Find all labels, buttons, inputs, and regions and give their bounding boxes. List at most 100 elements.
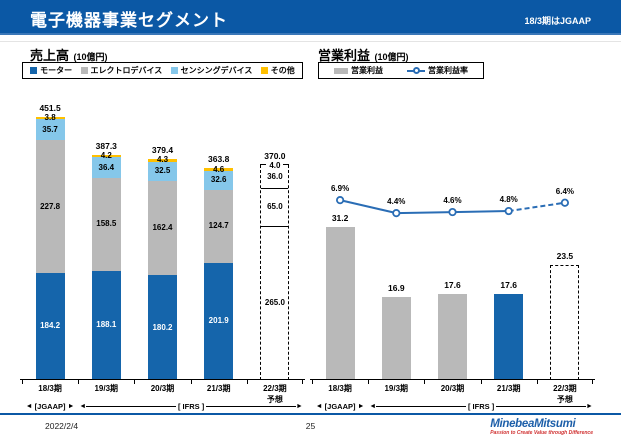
- line-marker: [392, 209, 401, 218]
- bar-segment-3: [204, 168, 234, 171]
- bar-value-label: 36.4: [98, 162, 115, 172]
- profit-bar: [438, 293, 467, 380]
- arrow-left-icon: ◄: [315, 403, 323, 410]
- margin-pct-label: 4.4%: [387, 197, 406, 207]
- gray-bar-swatch-icon: [334, 67, 348, 74]
- forecast-bar: 4.0 36.0 65.0 265.0: [260, 161, 290, 380]
- bar-segment-3: [91, 154, 121, 158]
- bar-segment-1: [35, 140, 65, 273]
- profit-chart: 31.2 16.9 17.6 17.6 23.5 6.9% 4.4% 4.6% 4.8% 6.4%…: [310, 90, 595, 411]
- logo-wordmark: MinebeaMitsumi: [490, 418, 576, 430]
- ifrs-label: [ IFRS ]: [175, 402, 207, 411]
- legend-item: モーター: [30, 65, 72, 76]
- arrow-left-icon: ◄: [79, 403, 87, 410]
- bar-segment-1: [204, 189, 234, 263]
- category-label: 18/3期: [38, 384, 62, 393]
- legend-label: モーター: [40, 66, 73, 75]
- forecast-value-electro: 65.0: [267, 201, 283, 211]
- profit-title-text: 営業利益: [318, 48, 371, 63]
- profit-bar: [381, 297, 411, 380]
- forecast-note: 予想: [266, 395, 283, 404]
- company-logo: MinebeaMitsumi Passion to Create Value t…: [490, 418, 593, 436]
- sales-unit-label: (10億円): [73, 52, 108, 62]
- bar-segment-0: [91, 270, 121, 380]
- category-label: 21/3期: [206, 384, 231, 393]
- forecast-bar: [550, 264, 580, 380]
- bar-value-label: 158.5: [96, 219, 117, 229]
- ifrs-line-right: [496, 406, 587, 407]
- ifrs-line-left: [376, 406, 466, 407]
- profit-unit-label: (10億円): [374, 52, 409, 62]
- profit-bar: [494, 293, 524, 380]
- bar-segment-2: [35, 119, 65, 141]
- bar-total-label: 451.5: [39, 103, 61, 114]
- jgaap-annotation: ◄ [JGAAP] ►: [312, 402, 368, 411]
- legend-swatch-icon: [80, 67, 88, 74]
- bar-total-label: 387.3: [95, 140, 117, 151]
- logo-tagline: Passion to Create Value through Differen…: [490, 430, 593, 436]
- slide-header: 電子機器事業セグメント 18/3期はJGAAP: [0, 0, 621, 35]
- bar-value-label: 162.4: [152, 222, 173, 232]
- axis-tick: [190, 380, 192, 384]
- bar-value-label: 201.9: [208, 316, 229, 326]
- bar-value-label: 184.2: [40, 321, 61, 331]
- x-axis: [310, 379, 595, 380]
- axis-tick: [536, 380, 538, 384]
- legend-label: 営業利益率: [428, 66, 468, 75]
- profit-title: 営業利益 (10億円): [318, 45, 408, 65]
- bar-value-label: 124.7: [208, 221, 229, 231]
- legend-swatch-icon: [260, 67, 268, 74]
- ifrs-annotation: ◄ [ IFRS ] ►: [369, 402, 593, 411]
- page-title: 電子機器事業セグメント: [30, 11, 228, 30]
- forecast-value-sensing: 36.0: [267, 172, 283, 182]
- ifrs-line-left: [86, 406, 176, 407]
- axis-tick: [368, 380, 370, 384]
- line-marker: [448, 207, 457, 217]
- axis-tick: [592, 380, 593, 384]
- legend-item-operating-margin: 営業利益率: [407, 65, 468, 76]
- axis-tick: [424, 380, 426, 384]
- margin-pct-label: 4.8%: [499, 195, 518, 205]
- legend-label: エレクトロデバイス: [90, 66, 163, 75]
- bottom-divider: [0, 413, 621, 415]
- line-marker: [335, 196, 345, 205]
- category-label: 19/3期: [384, 384, 409, 393]
- margin-pct-label: 6.9%: [330, 184, 350, 194]
- bar-segment-0: [148, 275, 177, 380]
- page-number: 25: [305, 421, 316, 431]
- bar-value-label: 23.5: [556, 250, 574, 261]
- bar-total-label: 363.8: [208, 154, 230, 165]
- bar-segment-0: [35, 272, 65, 380]
- profit-legend: 営業利益 営業利益率: [318, 62, 484, 79]
- category-label: 22/3期: [263, 384, 287, 393]
- arrow-right-icon: ►: [296, 403, 303, 410]
- line-swatch-dot: [413, 66, 420, 74]
- profit-bar: [325, 227, 355, 380]
- forecast-divider: [261, 225, 289, 227]
- jgaap-label: [JGAAP]: [32, 402, 68, 411]
- bar-value-label: 4.6: [213, 164, 225, 174]
- legend-item: エレクトロデバイス: [80, 65, 163, 76]
- arrow-left-icon: ◄: [369, 403, 377, 410]
- legend-label: 営業利益: [351, 66, 383, 75]
- bar-total-label: 379.4: [151, 145, 174, 156]
- bar-segment-3: [35, 117, 65, 120]
- category-label: 22/3期: [553, 384, 577, 393]
- bar-value-label: 17.6: [500, 279, 517, 290]
- arrow-right-icon: ►: [586, 403, 593, 410]
- bar-segment-2: [91, 157, 121, 179]
- axis-tick: [302, 380, 303, 384]
- legend-label: センシングデバイス: [180, 66, 253, 75]
- axis-tick: [22, 380, 23, 384]
- header-note: 18/3期はJGAAP: [524, 16, 591, 26]
- legend-item: その他: [260, 65, 295, 76]
- bar-value-label: 188.1: [96, 320, 117, 330]
- legend-swatch-icon: [30, 67, 38, 74]
- bar-value-label: 180.2: [152, 322, 173, 332]
- bar-value-label: 35.7: [42, 124, 58, 134]
- bar-segment-1: [91, 178, 121, 271]
- margin-pct-label: 4.6%: [443, 196, 462, 206]
- margin-line-solid: [339, 199, 509, 215]
- header-divider: [0, 41, 621, 42]
